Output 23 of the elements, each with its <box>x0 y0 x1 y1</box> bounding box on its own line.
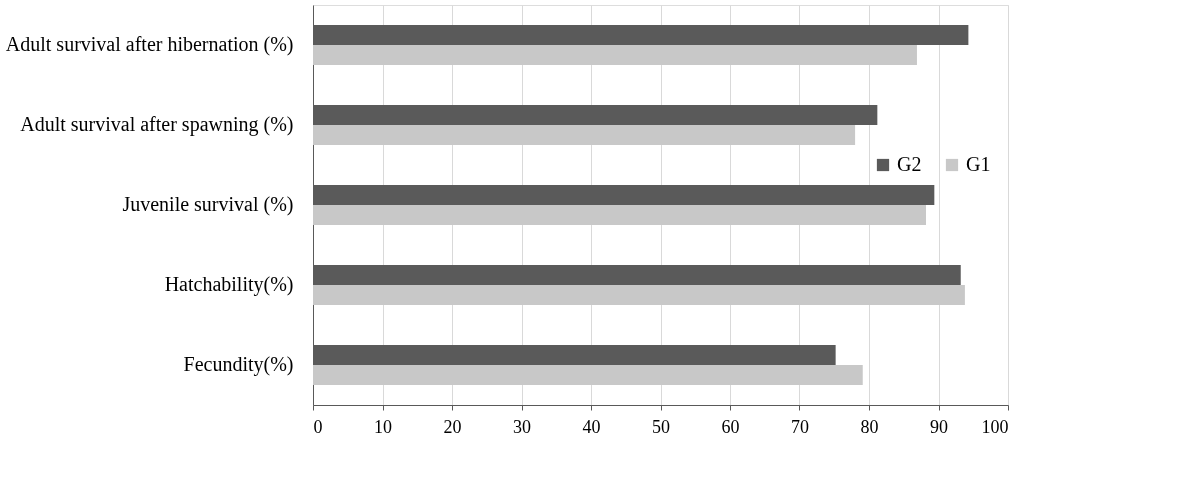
x-tick-label: 90 <box>930 416 948 437</box>
y-tick-label: Adult survival after hibernation (%) <box>5 33 294 56</box>
bar <box>313 365 863 385</box>
bar <box>313 45 917 65</box>
bar <box>313 285 965 305</box>
x-tick-label: 0 <box>313 416 323 437</box>
x-tick-label: 20 <box>443 416 462 437</box>
x-tick-label: 10 <box>374 416 392 437</box>
x-tick-label: 100 <box>981 416 1009 437</box>
x-tick-label: 30 <box>513 416 531 437</box>
y-tick-label: Juvenile survival (%) <box>122 193 294 216</box>
y-tick-label: Hatchability(%) <box>164 273 294 296</box>
bar <box>313 125 856 145</box>
x-tick-label: 50 <box>652 416 670 437</box>
x-tick-label: 40 <box>582 416 601 437</box>
x-tick-label: 80 <box>860 416 879 437</box>
y-tick-label: Adult survival after spawning (%) <box>20 113 294 136</box>
legend-label: G1 <box>966 153 991 175</box>
legend-label: G2 <box>897 153 922 175</box>
bar <box>313 205 926 225</box>
x-tick-label: 60 <box>721 416 740 437</box>
y-tick-label: Fecundity(%) <box>183 353 294 376</box>
x-tick-label: 70 <box>791 416 809 437</box>
